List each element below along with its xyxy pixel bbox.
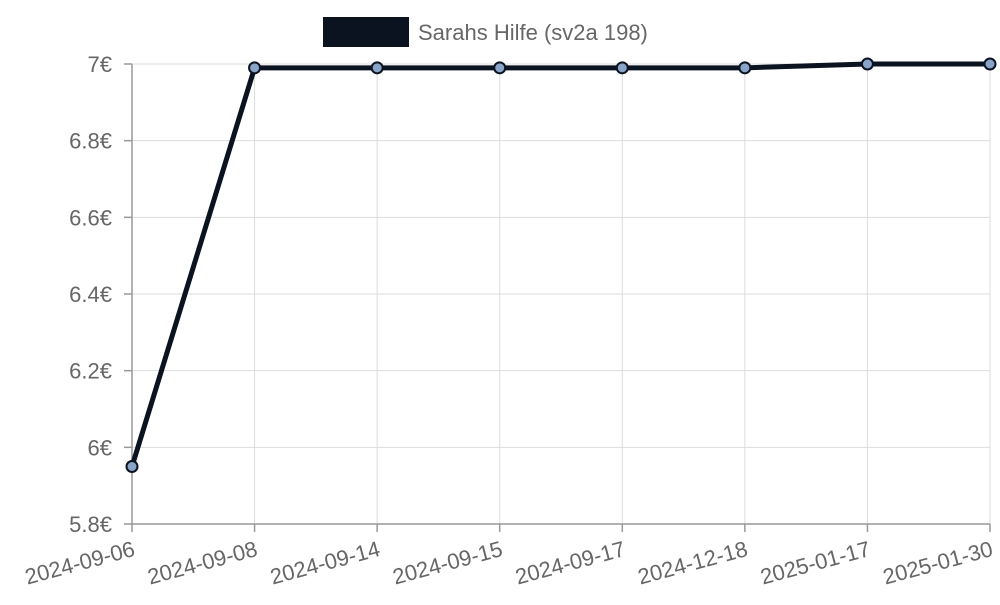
data-point (493, 61, 507, 75)
data-point (370, 61, 384, 75)
axes: 5.8€6€6.2€6.4€6.6€6.8€7€2024-09-06 2024-0… (22, 52, 995, 589)
x-tick-label: 2025-01-30 (880, 536, 995, 589)
legend[interactable]: Sarahs Hilfe (sv2a 198) (323, 17, 648, 47)
x-tick-label: 2024-09-06 (22, 536, 137, 589)
x-tick-label: 2024-12-18 (635, 536, 750, 589)
series-layer (125, 57, 997, 473)
x-tick-label: 2024-09-08 (145, 536, 260, 589)
x-tick-label: 2024-09-14 (267, 536, 382, 589)
data-point (738, 61, 752, 75)
y-tick-label: 6.2€ (69, 359, 112, 384)
x-tick-label: 2025-01-17 (758, 536, 873, 589)
data-point (615, 61, 629, 75)
y-tick-label: 6.8€ (69, 129, 112, 154)
y-tick-label: 7€ (88, 52, 112, 77)
data-point (860, 57, 874, 71)
y-tick-label: 5.8€ (69, 512, 112, 537)
legend-swatch[interactable] (323, 17, 409, 47)
series-line (129, 61, 993, 469)
data-point (983, 57, 997, 71)
y-tick-label: 6.6€ (69, 205, 112, 230)
x-tick-label: 2024-09-15 (390, 536, 505, 589)
data-point (125, 460, 139, 473)
x-tick-label: 2024-09-17 (513, 536, 628, 589)
grid (131, 63, 991, 525)
data-point (248, 61, 262, 75)
legend-label[interactable]: Sarahs Hilfe (sv2a 198) (418, 20, 648, 45)
y-tick-label: 6.4€ (69, 282, 112, 307)
y-tick-label: 6€ (88, 435, 112, 460)
